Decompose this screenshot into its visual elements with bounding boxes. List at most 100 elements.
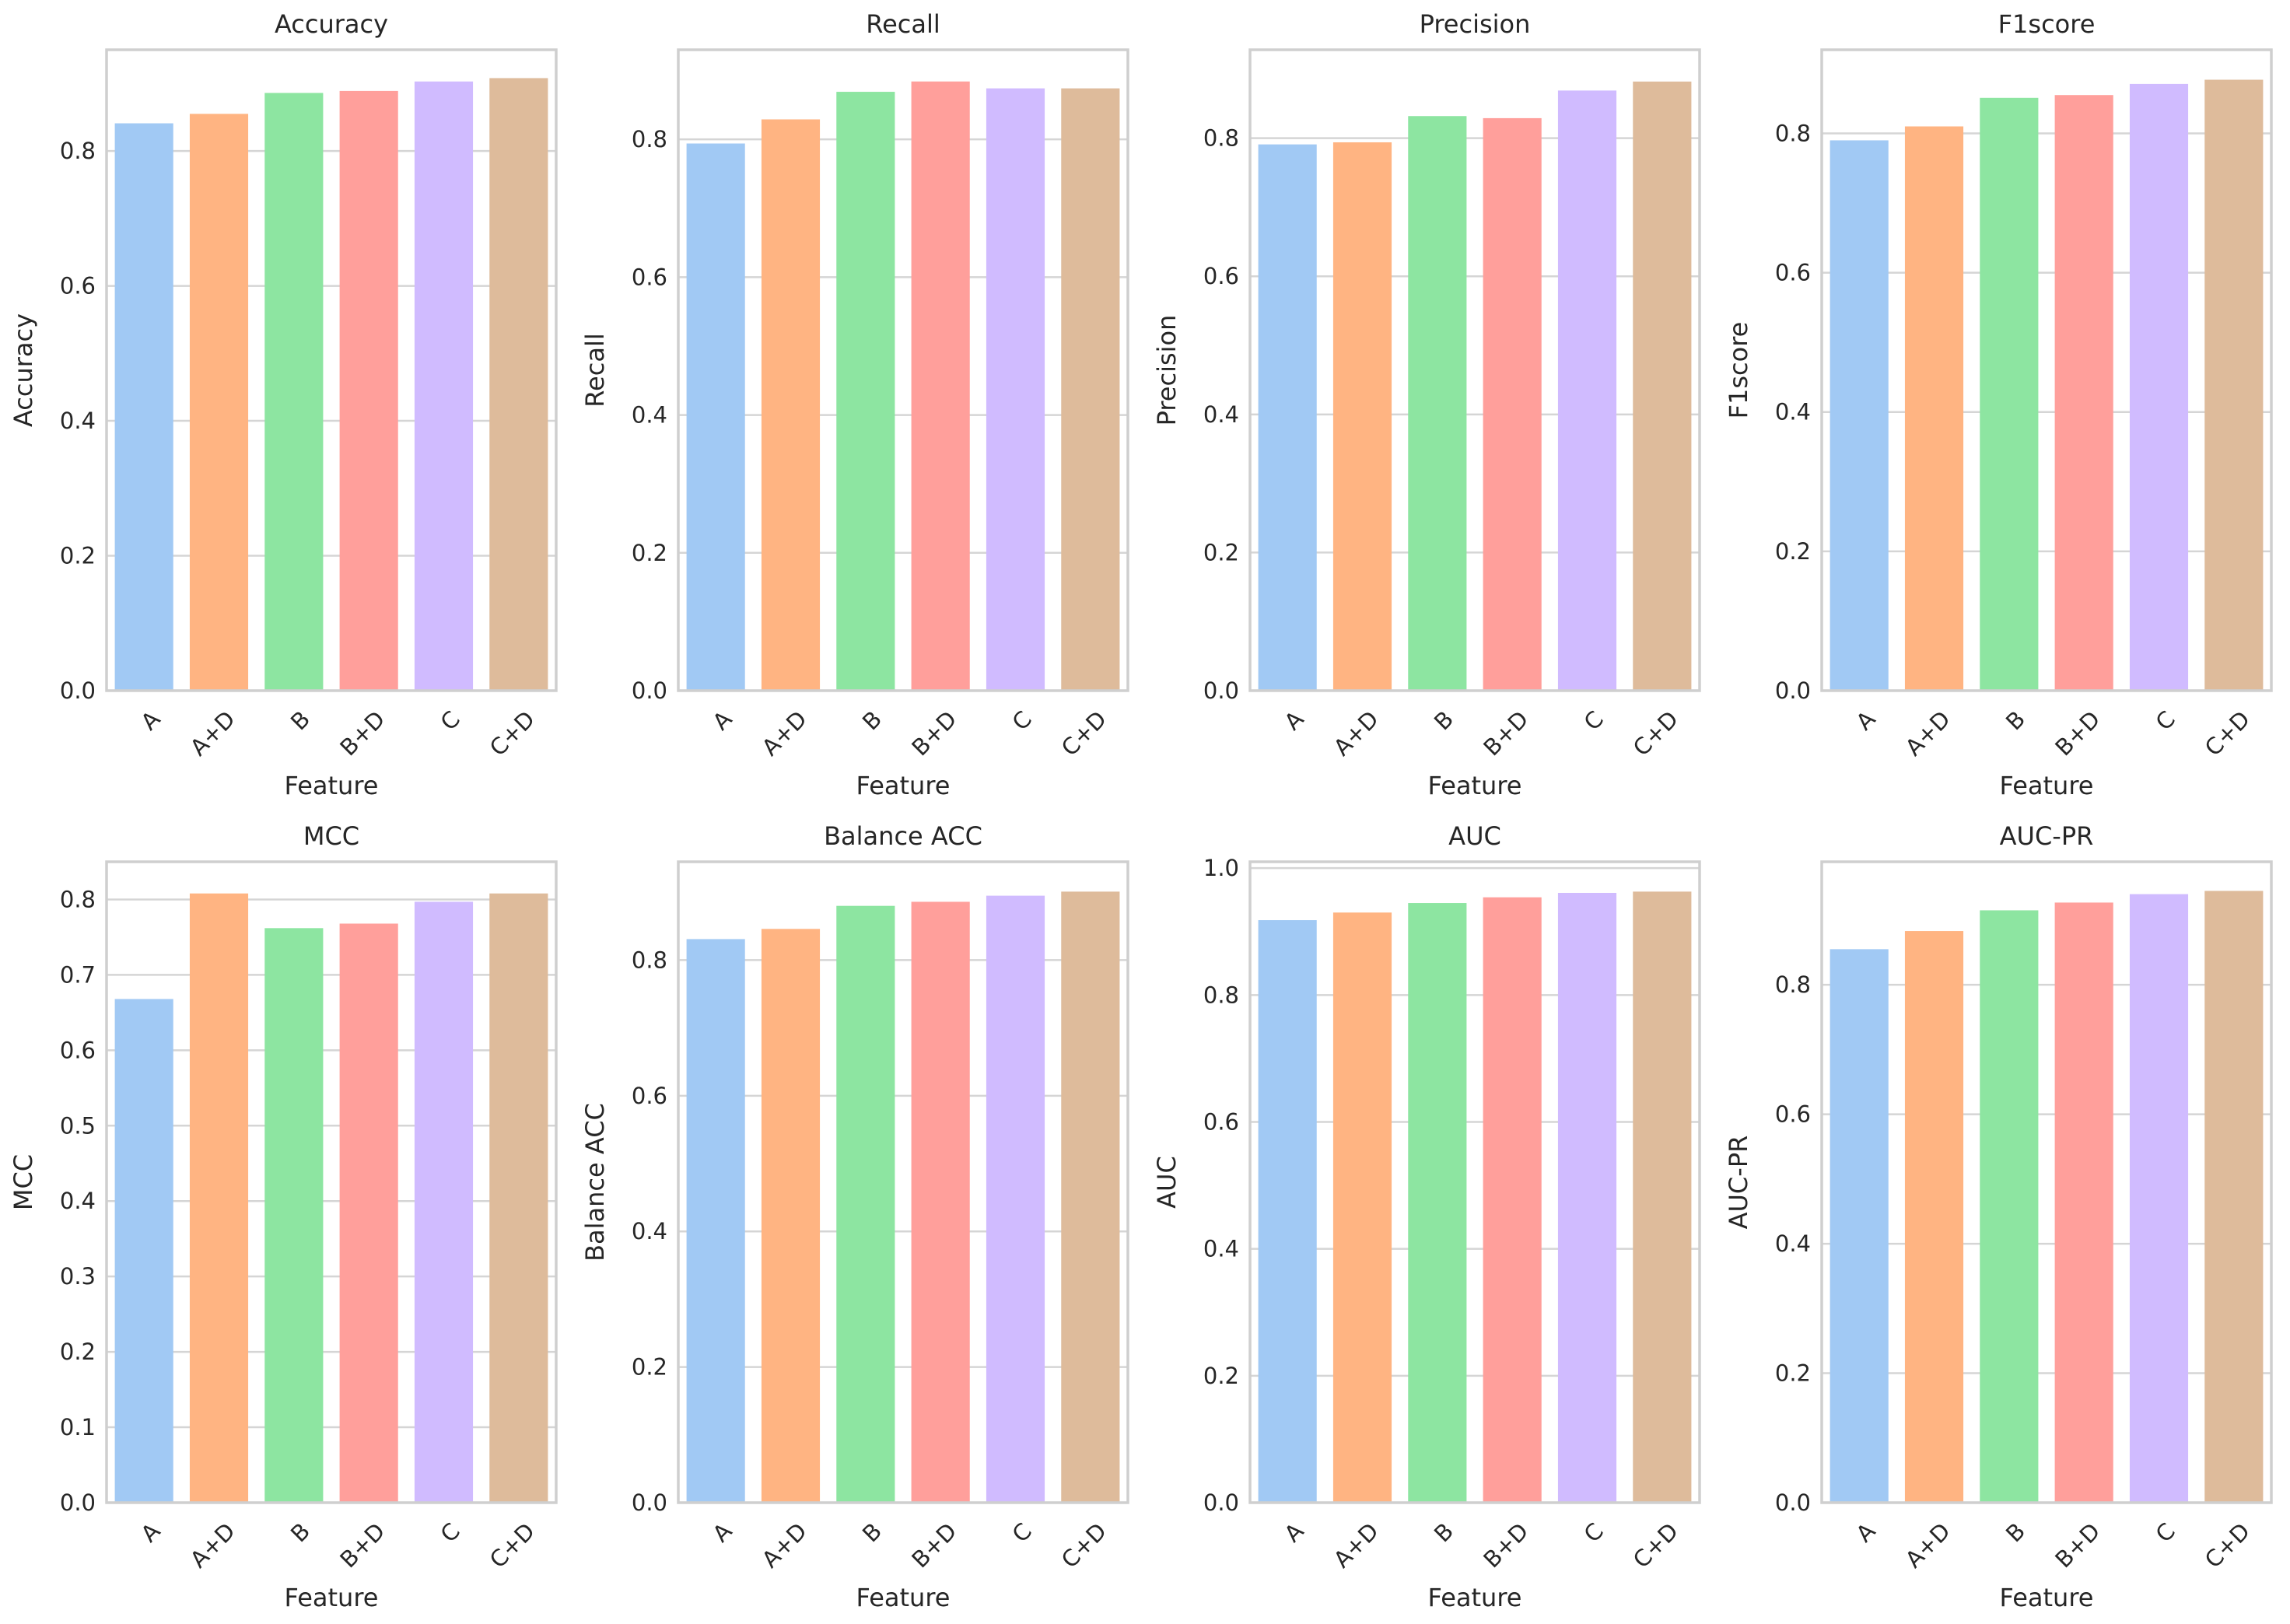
x-tick-label: A+D: [1900, 705, 1956, 761]
x-tick-label: A+D: [1900, 1517, 1956, 1573]
bar-f1score-b-d: [2054, 95, 2113, 691]
x-tick-label: A: [135, 705, 165, 735]
y-tick-label: 0.6: [632, 264, 667, 290]
y-tick-label: 0.4: [1203, 401, 1239, 428]
x-tick-label: C: [435, 705, 464, 735]
y-tick-label: 0.6: [632, 1083, 667, 1109]
bar-auc-pr-b-d: [2054, 902, 2113, 1503]
bar-auc-b-d: [1483, 897, 1542, 1503]
chart-title: MCC: [303, 821, 359, 851]
chart-panel-auc-pr: 0.0 0.2 0.4 0.6 0.8 A A+D B B+D C C+D AUC-PR Feature…: [1724, 821, 2273, 1612]
y-tick-label: 0.1: [60, 1414, 96, 1440]
axes-frame: [105, 48, 558, 692]
axes-frame: [1248, 860, 1701, 1504]
x-tick-label: B+D: [2050, 1517, 2105, 1573]
x-tick-label: A: [1279, 1517, 1308, 1547]
x-tick-label: C+D: [485, 1517, 540, 1573]
bar-precision-c-d: [1633, 81, 1692, 691]
bar-mcc-a: [114, 999, 173, 1503]
x-tick-label: A+D: [185, 1517, 240, 1573]
x-tick-label: A+D: [757, 1517, 812, 1573]
axes-frame: [677, 860, 1129, 1504]
y-tick-label: 0.4: [1203, 1236, 1239, 1262]
y-tick-label: 0.0: [1775, 677, 1811, 704]
chart-panel-precision: 0.0 0.2 0.4 0.6 0.8 A A+D B B+D C C+D Precision Feat…: [1152, 9, 1701, 800]
y-axis-label: Balance ACC: [580, 1103, 610, 1262]
bar-recall-c-d: [1061, 88, 1120, 691]
chart-panel-mcc: 0.0 0.1 0.2 0.3 0.4 0.5 0.6 0.7 0.8 A A+D B B+D C C+D M…: [9, 821, 558, 1612]
x-axis-label: Feature: [285, 771, 379, 800]
y-tick-label: 0.8: [1775, 971, 1811, 998]
x-axis-label: Feature: [1428, 771, 1522, 800]
chart-panel-accuracy: 0.0 0.2 0.4 0.6 0.8 A A+D B B+D C C+D Accuracy Featu…: [9, 9, 558, 800]
bar-accuracy-c: [414, 81, 474, 691]
x-tick-label: C: [1007, 705, 1036, 735]
x-axis-label: Feature: [285, 1583, 379, 1612]
bar-mcc-b: [264, 928, 324, 1503]
x-tick-label: C+D: [1056, 705, 1112, 761]
bar-mcc-b-d: [339, 923, 398, 1503]
bar-accuracy-c-d: [489, 78, 548, 691]
x-tick-label: C+D: [1628, 1517, 1683, 1573]
y-tick-label: 0.8: [1775, 120, 1811, 146]
y-tick-label: 0.2: [1203, 539, 1239, 565]
y-tick-label: 0.2: [1775, 1360, 1811, 1387]
chart-title: Balance ACC: [824, 821, 982, 851]
x-tick-label: C+D: [2200, 1517, 2255, 1573]
y-tick-label: 0.8: [632, 126, 667, 152]
x-tick-label: A: [1851, 705, 1880, 735]
x-tick-label: C: [435, 1517, 464, 1547]
y-tick-label: 0.2: [632, 1354, 667, 1381]
bar-precision-b-d: [1483, 117, 1542, 691]
bar-balance-acc-a: [686, 939, 745, 1503]
x-axis-label: Feature: [1428, 1583, 1522, 1612]
y-tick-label: 0.0: [632, 677, 667, 704]
bar-mcc-c: [414, 901, 474, 1503]
bar-accuracy-b: [264, 93, 324, 691]
y-tick-label: 0.4: [60, 1188, 96, 1214]
x-tick-label: A: [1851, 1517, 1880, 1547]
bar-f1score-a-d: [1904, 126, 1964, 691]
axes-frame: [677, 48, 1129, 692]
y-tick-label: 0.6: [60, 1037, 96, 1063]
bar-balance-acc-b: [836, 905, 895, 1503]
x-tick-label: A: [1279, 705, 1308, 735]
x-tick-label: A: [135, 1517, 165, 1547]
y-tick-label: 0.0: [60, 1489, 96, 1516]
chart-title: Precision: [1420, 9, 1531, 39]
x-tick-label: B+D: [1478, 1517, 1533, 1573]
chart-panel-auc: 0.0 0.2 0.4 0.6 0.8 1.0 A A+D B B+D C C+D AUC Feature…: [1152, 821, 1701, 1612]
y-tick-label: 0.0: [632, 1489, 667, 1516]
y-tick-label: 0.8: [632, 947, 667, 973]
y-axis-label: Accuracy: [9, 313, 38, 427]
x-tick-label: B+D: [334, 1517, 390, 1573]
bar-balance-acc-c: [986, 895, 1045, 1503]
x-tick-label: B+D: [1478, 705, 1533, 761]
y-tick-label: 0.0: [60, 677, 96, 704]
x-axis-label: Feature: [856, 771, 951, 800]
x-tick-label: B: [857, 705, 887, 735]
y-tick-label: 0.6: [1203, 263, 1239, 289]
chart-panel-f1score: 0.0 0.2 0.4 0.6 0.8 A A+D B B+D C C+D F1score Featur…: [1724, 9, 2273, 800]
bar-balance-acc-b-d: [911, 901, 970, 1503]
axes-frame: [1248, 48, 1701, 692]
bar-recall-a: [686, 143, 745, 691]
y-tick-label: 0.0: [1203, 677, 1239, 704]
y-axis-label: AUC: [1152, 1156, 1182, 1209]
y-tick-label: 0.8: [1203, 125, 1239, 152]
chart-title: Recall: [866, 9, 940, 39]
y-tick-label: 0.6: [1775, 1101, 1811, 1128]
y-tick-label: 0.8: [1203, 982, 1239, 1008]
bar-precision-c: [1557, 90, 1617, 691]
bar-f1score-c-d: [2204, 79, 2264, 691]
y-tick-label: 0.4: [632, 402, 667, 429]
y-tick-label: 0.4: [632, 1218, 667, 1244]
bar-precision-a-d: [1332, 142, 1392, 691]
y-tick-label: 0.8: [60, 138, 96, 164]
y-tick-label: 0.8: [60, 886, 96, 912]
bar-precision-a: [1258, 144, 1317, 691]
y-tick-label: 0.4: [1775, 1230, 1811, 1257]
x-tick-label: A: [707, 1517, 737, 1547]
bar-recall-c: [986, 88, 1045, 691]
